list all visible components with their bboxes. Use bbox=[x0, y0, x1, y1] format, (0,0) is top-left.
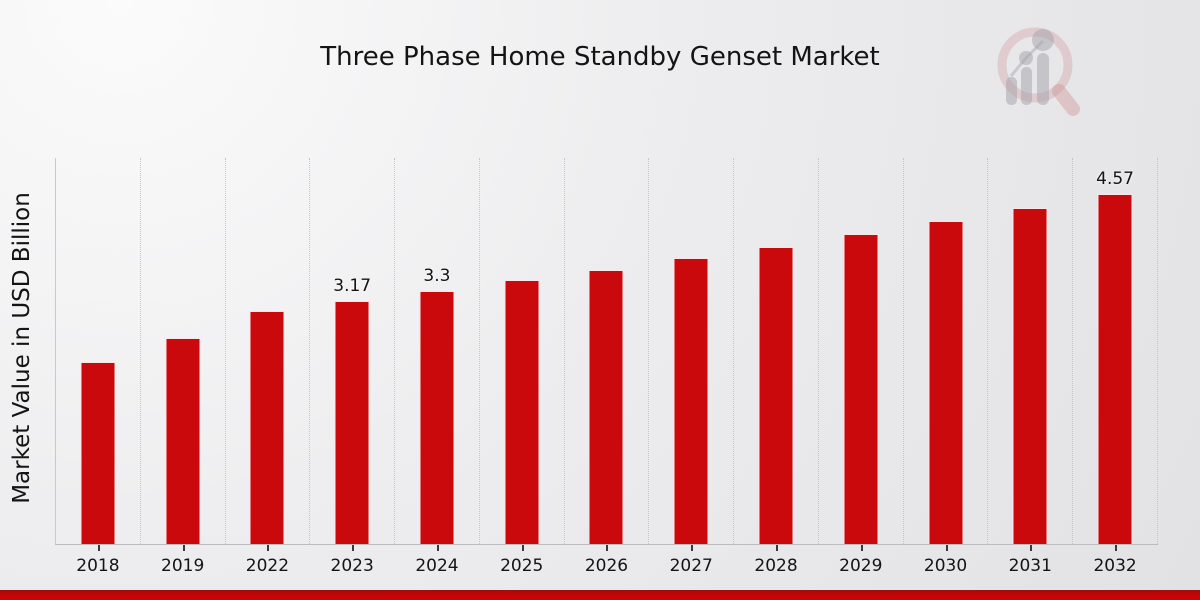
x-axis-label-2022: 2022 bbox=[245, 556, 290, 576]
category-slot-2019: 2019 bbox=[141, 158, 226, 576]
x-axis-tick bbox=[521, 545, 524, 551]
bar-2018 bbox=[80, 362, 116, 544]
bar-2025 bbox=[504, 280, 540, 544]
magnifier-bar-chart-logo-icon bbox=[997, 27, 1080, 116]
x-axis-label-2030: 2030 bbox=[923, 556, 968, 576]
x-axis-tick bbox=[436, 545, 439, 551]
category-slot-2027: 2027 bbox=[649, 158, 735, 576]
bar-2027 bbox=[673, 258, 709, 544]
value-label-2032: 4.57 bbox=[1096, 169, 1134, 189]
x-axis-label-2029: 2029 bbox=[839, 556, 883, 576]
x-axis-label-2025: 2025 bbox=[500, 556, 544, 576]
x-axis-label-2019: 2019 bbox=[161, 556, 205, 576]
category-slot-2030: 2030 bbox=[904, 158, 989, 576]
bar-2030 bbox=[928, 221, 964, 544]
bar-2019 bbox=[165, 338, 201, 544]
x-axis-tick bbox=[860, 545, 863, 551]
x-axis-label-2031: 2031 bbox=[1008, 556, 1052, 576]
x-axis-label-2024: 2024 bbox=[415, 556, 459, 576]
category-slot-2023: 3.17 2023 bbox=[310, 158, 396, 576]
x-axis-tick bbox=[1030, 545, 1033, 551]
x-axis-label-2027: 2027 bbox=[669, 556, 713, 576]
bottom-accent-bar bbox=[0, 590, 1200, 600]
bar-2026 bbox=[588, 270, 624, 544]
category-slot-2022: 2022 bbox=[226, 158, 311, 576]
bar-2028 bbox=[758, 247, 794, 544]
bar-2024 bbox=[419, 291, 455, 544]
category-slot-2029: 2029 bbox=[819, 158, 904, 576]
x-axis-tick bbox=[267, 545, 270, 551]
x-axis-label-2032: 2032 bbox=[1093, 556, 1137, 576]
x-axis-tick bbox=[606, 545, 609, 551]
bar-2022 bbox=[249, 311, 285, 544]
value-label-2024: 3.3 bbox=[423, 266, 451, 286]
category-slot-2031: 2031 bbox=[988, 158, 1074, 576]
x-axis-tick bbox=[182, 545, 185, 551]
x-axis-tick bbox=[97, 545, 100, 551]
x-axis-tick bbox=[1115, 545, 1118, 551]
category-slot-2026: 2026 bbox=[565, 158, 650, 576]
category-slot-2025: 2025 bbox=[480, 158, 565, 576]
bar-2031 bbox=[1012, 208, 1048, 544]
x-axis-label-2023: 2023 bbox=[330, 556, 374, 576]
chart-title: Three Phase Home Standby Genset Market bbox=[320, 42, 880, 72]
x-axis-tick bbox=[945, 545, 948, 551]
category-slot-2028: 2028 bbox=[734, 158, 819, 576]
category-slot-2032: 4.57 2032 bbox=[1073, 158, 1158, 576]
plot-area: 2018 2019 2022 3.17 2023 3.3 2024 2025 2026 2027 2… bbox=[55, 158, 1158, 576]
x-axis-tick bbox=[776, 545, 778, 551]
x-axis-label-2026: 2026 bbox=[584, 556, 629, 576]
x-axis-tick bbox=[352, 545, 355, 551]
y-axis-label: Market Value in USD Billion bbox=[9, 192, 35, 504]
value-label-2023: 3.17 bbox=[333, 276, 372, 296]
bar-2032 bbox=[1097, 194, 1133, 544]
bar-2029 bbox=[843, 234, 879, 544]
category-slot-2018: 2018 bbox=[56, 158, 141, 576]
category-slot-2024: 3.3 2024 bbox=[395, 158, 480, 576]
x-axis-tick bbox=[691, 545, 694, 551]
x-axis-label-2018: 2018 bbox=[76, 556, 120, 576]
bar-2023 bbox=[334, 301, 370, 544]
x-axis-label-2028: 2028 bbox=[754, 556, 798, 576]
